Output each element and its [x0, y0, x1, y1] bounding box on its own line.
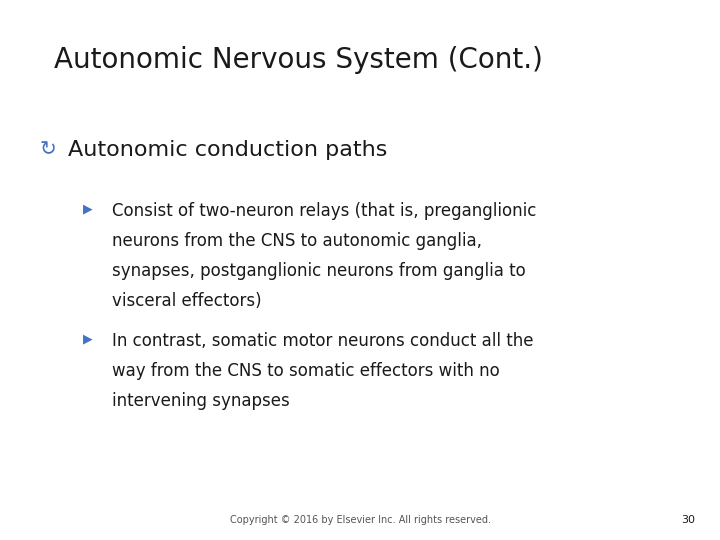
- Text: Consist of two-neuron relays (that is, preganglionic: Consist of two-neuron relays (that is, p…: [112, 202, 536, 220]
- Text: Autonomic conduction paths: Autonomic conduction paths: [68, 140, 388, 160]
- Text: ▶: ▶: [83, 332, 92, 345]
- Text: ↻: ↻: [40, 140, 56, 159]
- Text: synapses, postganglionic neurons from ganglia to: synapses, postganglionic neurons from ga…: [112, 262, 526, 280]
- Text: intervening synapses: intervening synapses: [112, 392, 289, 409]
- Text: In contrast, somatic motor neurons conduct all the: In contrast, somatic motor neurons condu…: [112, 332, 533, 350]
- Text: Autonomic Nervous System (Cont.): Autonomic Nervous System (Cont.): [54, 46, 543, 74]
- Text: way from the CNS to somatic effectors with no: way from the CNS to somatic effectors wi…: [112, 362, 500, 380]
- Text: neurons from the CNS to autonomic ganglia,: neurons from the CNS to autonomic gangli…: [112, 232, 482, 250]
- Text: 30: 30: [681, 515, 695, 525]
- Text: ▶: ▶: [83, 202, 92, 215]
- Text: Copyright © 2016 by Elsevier Inc. All rights reserved.: Copyright © 2016 by Elsevier Inc. All ri…: [230, 515, 490, 525]
- Text: visceral effectors): visceral effectors): [112, 292, 261, 309]
